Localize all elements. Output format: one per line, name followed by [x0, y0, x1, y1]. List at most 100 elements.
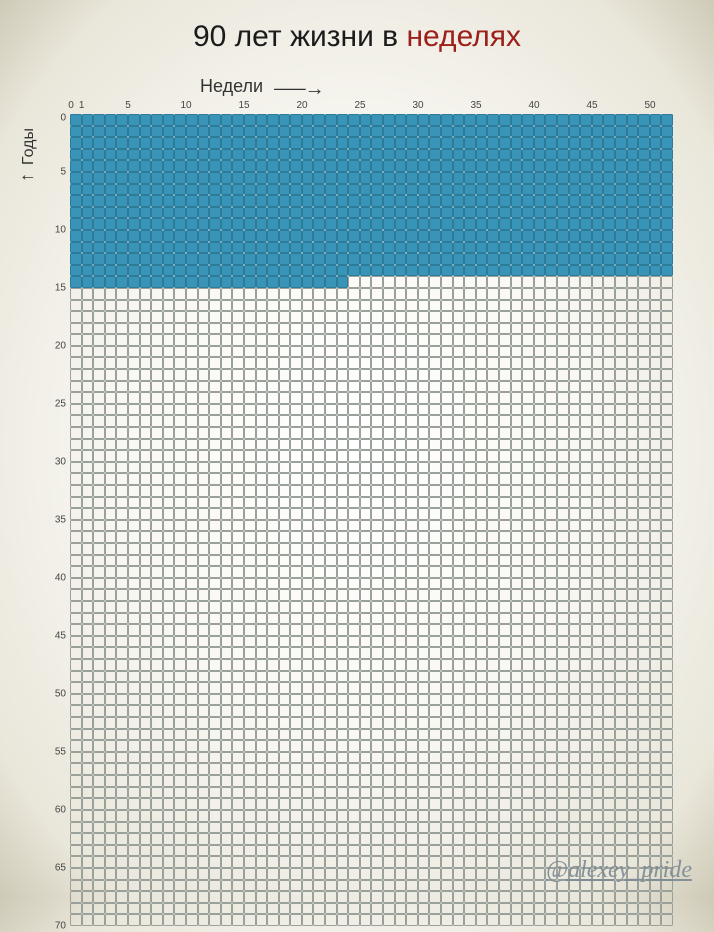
week-cell-empty	[186, 601, 198, 613]
week-cell-empty	[325, 555, 337, 567]
week-cell-empty	[453, 392, 465, 404]
week-cell-empty	[557, 392, 569, 404]
week-cell-empty	[371, 300, 383, 312]
week-cell-empty	[93, 415, 105, 427]
grid-row	[70, 462, 673, 474]
week-cell-filled	[603, 126, 615, 138]
week-cell-empty	[313, 462, 325, 474]
week-cell-empty	[580, 415, 592, 427]
week-cell-filled	[627, 195, 639, 207]
week-cell-empty	[325, 589, 337, 601]
grid-row	[70, 752, 673, 764]
week-cell-empty	[661, 578, 673, 590]
week-cell-empty	[371, 439, 383, 451]
week-cell-filled	[116, 184, 128, 196]
week-cell-filled	[406, 172, 418, 184]
week-cell-filled	[661, 137, 673, 149]
week-cell-empty	[580, 555, 592, 567]
week-cell-empty	[232, 323, 244, 335]
week-cell-empty	[140, 566, 152, 578]
week-cell-empty	[325, 357, 337, 369]
week-cell-empty	[337, 311, 349, 323]
week-cell-empty	[499, 717, 511, 729]
week-cell-empty	[256, 473, 268, 485]
week-cell-filled	[661, 114, 673, 126]
week-cell-empty	[453, 357, 465, 369]
week-cell-empty	[279, 520, 291, 532]
week-cell-empty	[209, 682, 221, 694]
week-cell-empty	[198, 636, 210, 648]
week-cell-filled	[151, 195, 163, 207]
week-cell-empty	[325, 300, 337, 312]
week-cell-empty	[348, 334, 360, 346]
week-cell-empty	[151, 392, 163, 404]
week-cell-filled	[569, 184, 581, 196]
week-cell-empty	[325, 520, 337, 532]
week-cell-empty	[290, 763, 302, 775]
week-cell-empty	[638, 729, 650, 741]
week-cell-filled	[256, 276, 268, 288]
week-cell-empty	[186, 729, 198, 741]
week-cell-empty	[661, 647, 673, 659]
week-cell-filled	[174, 276, 186, 288]
week-cell-empty	[418, 427, 430, 439]
week-cell-empty	[371, 903, 383, 915]
week-cell-empty	[522, 868, 534, 880]
week-cell-empty	[325, 624, 337, 636]
week-cell-empty	[499, 543, 511, 555]
week-cell-empty	[476, 613, 488, 625]
week-cell-empty	[93, 914, 105, 926]
week-cell-empty	[638, 647, 650, 659]
week-cell-filled	[464, 195, 476, 207]
week-cell-empty	[615, 810, 627, 822]
week-cell-empty	[429, 647, 441, 659]
week-cell-empty	[418, 485, 430, 497]
week-cell-empty	[603, 636, 615, 648]
week-cell-filled	[337, 242, 349, 254]
week-cell-filled	[371, 114, 383, 126]
week-cell-empty	[545, 485, 557, 497]
grid-row	[70, 578, 673, 590]
week-cell-empty	[82, 822, 94, 834]
week-cell-filled	[371, 195, 383, 207]
week-cell-empty	[221, 381, 233, 393]
week-cell-empty	[186, 694, 198, 706]
week-cell-empty	[499, 810, 511, 822]
week-cell-empty	[453, 369, 465, 381]
week-cell-filled	[105, 160, 117, 172]
week-cell-filled	[151, 137, 163, 149]
week-cell-empty	[580, 473, 592, 485]
week-cell-empty	[267, 845, 279, 857]
week-cell-empty	[406, 647, 418, 659]
week-cell-empty	[221, 520, 233, 532]
week-cell-empty	[70, 497, 82, 509]
week-cell-empty	[429, 276, 441, 288]
week-cell-empty	[615, 485, 627, 497]
week-cell-empty	[302, 427, 314, 439]
week-cell-empty	[313, 705, 325, 717]
week-cell-empty	[661, 381, 673, 393]
week-cell-empty	[650, 334, 662, 346]
week-cell-empty	[325, 705, 337, 717]
week-cell-empty	[487, 740, 499, 752]
week-cell-empty	[163, 613, 175, 625]
week-cell-empty	[267, 868, 279, 880]
week-cell-empty	[429, 497, 441, 509]
week-cell-empty	[371, 891, 383, 903]
week-cell-empty	[140, 578, 152, 590]
week-cell-empty	[82, 323, 94, 335]
week-cell-empty	[569, 485, 581, 497]
week-cell-filled	[256, 265, 268, 277]
week-cell-empty	[453, 462, 465, 474]
week-cell-empty	[441, 647, 453, 659]
week-cell-empty	[70, 775, 82, 787]
week-cell-empty	[406, 520, 418, 532]
week-cell-empty	[279, 647, 291, 659]
week-cell-empty	[348, 845, 360, 857]
week-cell-empty	[661, 775, 673, 787]
week-cell-empty	[128, 775, 140, 787]
week-cell-empty	[337, 822, 349, 834]
week-cell-filled	[511, 137, 523, 149]
week-cell-empty	[290, 311, 302, 323]
week-cell-empty	[93, 508, 105, 520]
